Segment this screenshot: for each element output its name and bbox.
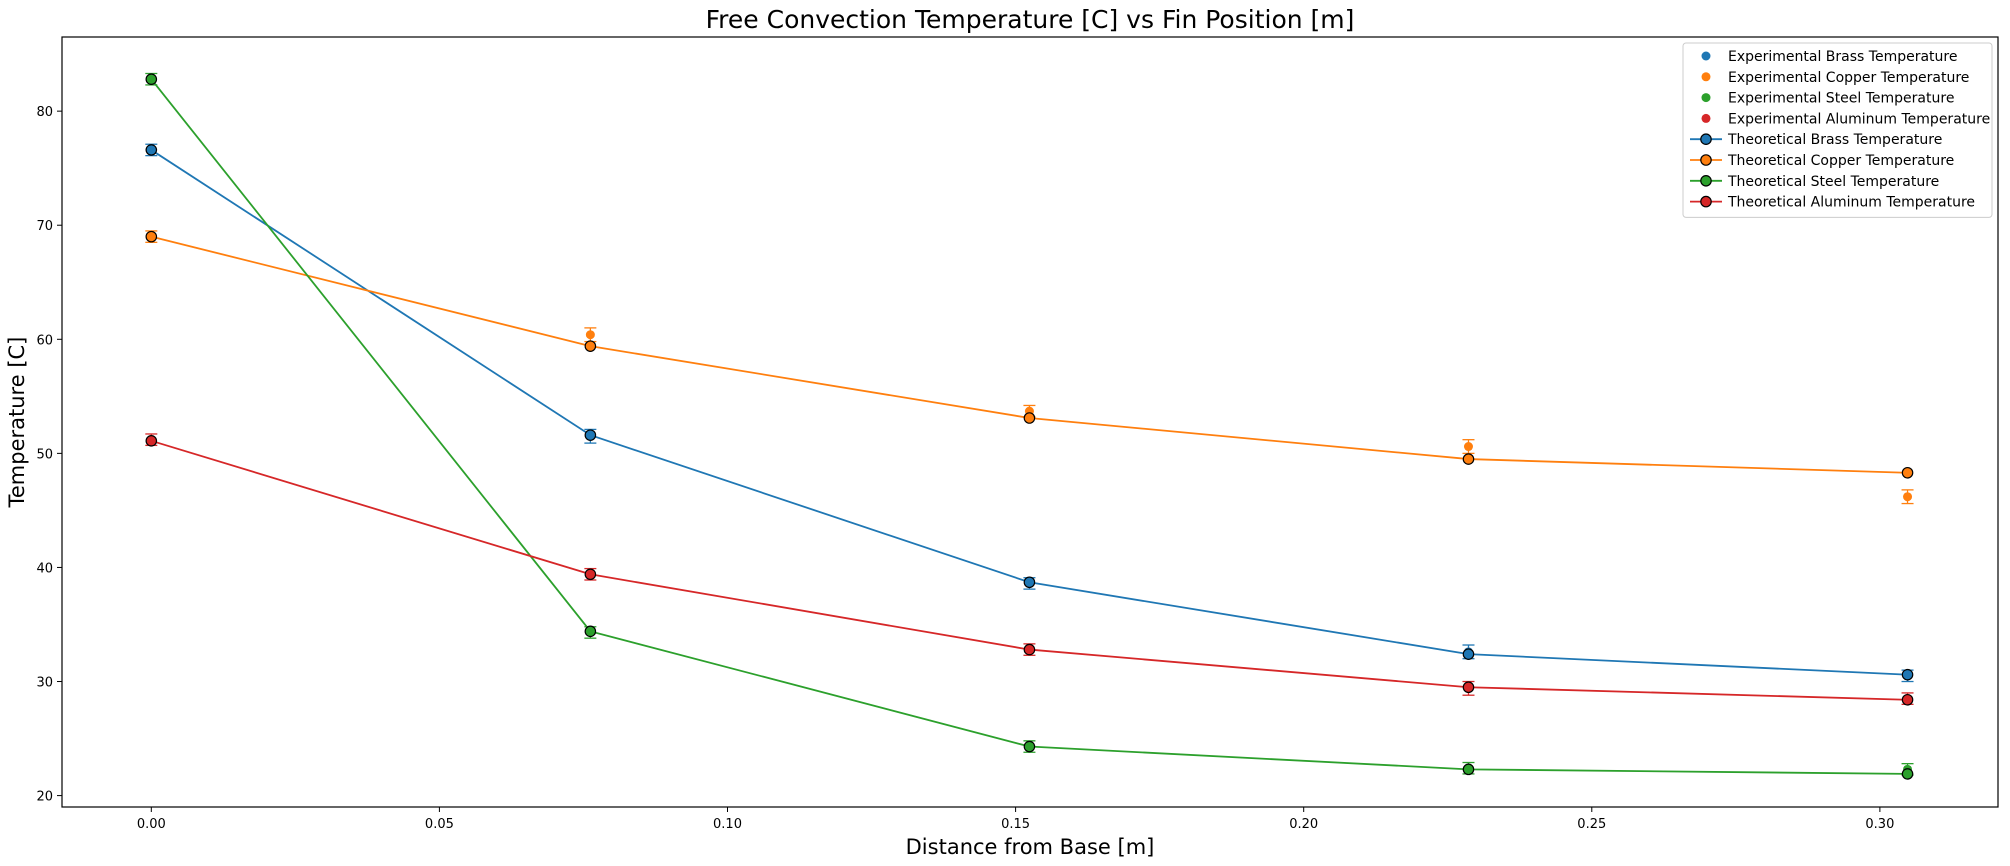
x-tick-label: 0.05: [425, 817, 454, 832]
chart-title: Free Convection Temperature [C] vs Fin P…: [706, 5, 1355, 34]
line-marker: [1023, 643, 1036, 656]
legend-box: [1682, 42, 1993, 218]
data-point: [1463, 442, 1473, 452]
legend-marker: [1700, 175, 1712, 187]
series-line: [151, 235, 1908, 474]
line-marker: [1901, 466, 1914, 479]
x-tick-label: 0.30: [1865, 817, 1894, 832]
line-marker: [1462, 453, 1475, 465]
y-tick-label: 50: [36, 447, 53, 462]
legend-label: Experimental Steel Temperature: [1728, 91, 1954, 107]
legend-marker: [1701, 93, 1711, 103]
plot-frame: [61, 36, 1999, 808]
legend-marker: [1701, 51, 1711, 61]
series-theoretical-aluminum-temperature: [145, 435, 1914, 706]
line-marker: [1023, 740, 1036, 753]
series-theoretical-brass-temperature: [145, 144, 1914, 681]
legend-item: Theoretical Copper Temperature: [1690, 153, 1954, 169]
series-theoretical-steel-temperature: [145, 73, 1914, 780]
legend-item: Experimental Copper Temperature: [1701, 70, 1969, 86]
x-axis-label: Distance from Base [m]: [906, 835, 1155, 859]
y-tick-label: 30: [36, 676, 53, 691]
legend-item: Theoretical Brass Temperature: [1690, 132, 1942, 148]
y-tick-label: 70: [36, 219, 53, 234]
line-marker: [145, 230, 158, 243]
legend-marker: [1700, 154, 1712, 166]
legend-label: Experimental Aluminum Temperature: [1728, 111, 1990, 127]
line-marker: [145, 73, 158, 86]
legend-item: Experimental Aluminum Temperature: [1701, 111, 1990, 127]
legend: Experimental Brass Temperature Experiment…: [1682, 42, 1993, 218]
data-point: [585, 330, 595, 340]
legend-marker: [1701, 113, 1711, 123]
legend-label: Experimental Brass Temperature: [1728, 49, 1957, 65]
x-tick-label: 0.25: [1577, 817, 1606, 832]
series-theoretical-copper-temperature: [145, 230, 1914, 479]
data-point: [1903, 492, 1913, 502]
legend-item: Theoretical Steel Temperature: [1690, 174, 1939, 190]
line-marker: [1462, 763, 1475, 776]
legend-marker: [1700, 195, 1712, 208]
x-tick-label: 0.10: [713, 817, 742, 832]
legend-label: Theoretical Brass Temperature: [1727, 132, 1942, 148]
axis-ticks: 0.00 0.05 0.10 0.15 0.20 0.25 0.30 20 30 40 50 60 70…: [36, 105, 1894, 832]
legend-label: Experimental Copper Temperature: [1728, 70, 1969, 86]
line-marker: [1901, 693, 1914, 706]
line-marker: [1901, 668, 1914, 681]
line-marker: [145, 144, 158, 156]
line-marker: [1023, 576, 1036, 589]
line-marker: [584, 625, 597, 638]
y-tick-label: 60: [36, 333, 53, 348]
series-experimental-steel-temperature: [145, 72, 1914, 776]
legend-item: Experimental Brass Temperature: [1701, 49, 1957, 65]
y-tick-label: 40: [36, 561, 53, 576]
series-experimental-aluminum-temperature: [145, 433, 1914, 705]
series-line: [150, 78, 1908, 775]
line-marker: [1462, 648, 1475, 660]
line-marker: [584, 429, 597, 441]
series-experimental-copper-temperature: [145, 230, 1914, 505]
x-tick-label: 0.00: [137, 817, 166, 832]
y-tick-label: 20: [36, 790, 53, 805]
y-tick-label: 80: [36, 105, 53, 120]
legend-item: Theoretical Aluminum Temperature: [1690, 195, 1975, 211]
line-marker: [584, 568, 597, 581]
legend-label: Theoretical Steel Temperature: [1727, 174, 1939, 190]
line-marker: [1462, 681, 1475, 694]
line-marker: [1023, 412, 1036, 424]
legend-marker: [1701, 72, 1711, 82]
line-marker: [584, 340, 597, 352]
x-tick-label: 0.15: [1001, 817, 1030, 832]
line-marker: [1901, 768, 1914, 780]
series-line: [151, 439, 1908, 701]
x-tick-label: 0.20: [1289, 817, 1318, 832]
y-axis-label: Temperature [C]: [5, 337, 29, 509]
legend-marker: [1700, 133, 1712, 145]
legend-item: Experimental Steel Temperature: [1701, 91, 1954, 107]
legend-label: Theoretical Copper Temperature: [1727, 153, 1954, 169]
legend-label: Theoretical Aluminum Temperature: [1727, 195, 1975, 211]
plot-area: [145, 72, 1914, 780]
line-marker: [145, 435, 158, 447]
